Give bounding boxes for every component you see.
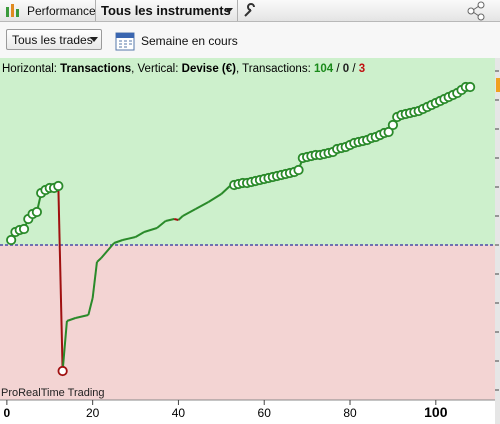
price-marker: [496, 78, 500, 92]
right-axis-strip: [495, 58, 500, 424]
trade-marker: [383, 126, 394, 138]
x-tick-label: 100: [424, 404, 448, 420]
header-label: Horizontal:: [2, 63, 57, 75]
line-segment: [182, 208, 197, 217]
share-icon[interactable]: [466, 1, 488, 21]
count: 104: [314, 63, 334, 75]
x-tick-label: 60: [258, 406, 272, 420]
separator: [237, 0, 238, 21]
chart-header: Horizontal: Transactions, Vertical: Devi…: [2, 63, 365, 75]
x-tick-label: 80: [343, 406, 357, 420]
trade-marker: [6, 234, 17, 246]
line-segment: [100, 242, 115, 259]
line-segment: [75, 314, 89, 319]
dropdown-arrow[interactable]: [225, 8, 233, 14]
trade-marker: [293, 164, 304, 176]
line-segment: [91, 261, 98, 299]
line-segment: [57, 185, 64, 372]
trades-dropdown-label: Tous les trades: [12, 33, 93, 47]
count: 3: [359, 63, 365, 75]
line-segment: [156, 220, 167, 229]
settings-icon[interactable]: [242, 3, 258, 19]
line-segment: [165, 218, 175, 222]
separator: [95, 0, 96, 21]
separator: /: [352, 63, 356, 75]
x-tick-label: 20: [86, 406, 100, 420]
line-segment: [135, 231, 145, 238]
line-segment: [87, 297, 94, 316]
separator: /: [336, 63, 340, 75]
positive-area: [0, 58, 495, 245]
instrument-dropdown[interactable]: Tous les instruments: [101, 3, 231, 18]
header-label: , Transactions:: [236, 63, 311, 75]
count: 0: [343, 63, 349, 75]
line-segment: [173, 218, 179, 221]
header-label: , Vertical:: [131, 63, 178, 75]
trade-marker: [31, 206, 42, 218]
toolbar: Performance Tous les instruments: [0, 0, 500, 22]
trade-marker: [53, 180, 64, 192]
line-segment: [113, 239, 124, 244]
trade-marker: [465, 81, 476, 93]
line-segment: [122, 236, 136, 241]
app-icon: [6, 4, 19, 17]
trade-marker: [18, 223, 30, 235]
line-segment: [96, 257, 102, 263]
watermark: ProRealTime Trading: [1, 387, 105, 399]
chart: Horizontal: Transactions, Vertical: Devi…: [0, 58, 500, 424]
header-value: Transactions: [60, 63, 131, 75]
line-segment: [143, 227, 158, 233]
line-segment: [195, 201, 209, 210]
calendar-icon[interactable]: [115, 31, 135, 51]
line-segment: [220, 185, 231, 195]
negative-area: [0, 245, 495, 400]
header-value: Devise (€): [182, 63, 237, 75]
period-label[interactable]: Semaine en cours: [141, 34, 238, 48]
dropdown-arrow: [90, 37, 98, 42]
performance-tab[interactable]: Performance: [27, 4, 96, 18]
line-segment: [177, 215, 184, 221]
line-segment: [66, 317, 76, 322]
x-tick-label: 40: [172, 406, 186, 420]
x-tick-label: 0: [4, 406, 11, 420]
line-segment: [207, 193, 222, 203]
line-segment: [61, 320, 68, 372]
trade-marker: [387, 119, 399, 131]
trades-dropdown[interactable]: Tous les trades: [6, 29, 102, 50]
trade-marker: [57, 365, 68, 377]
